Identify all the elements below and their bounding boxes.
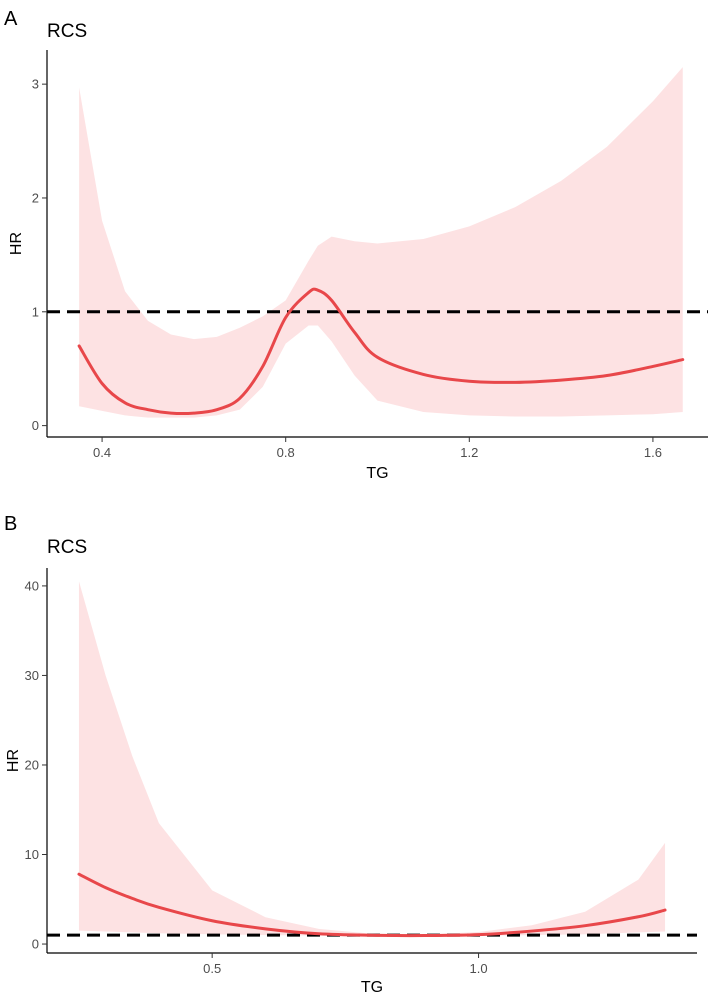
y-axis-title: HR — [8, 232, 25, 255]
y-tick-label: 3 — [32, 77, 39, 92]
confidence-band — [78, 581, 666, 936]
y-tick-label: 0 — [32, 937, 39, 952]
chart-title: RCS — [47, 21, 87, 42]
x-axis-title: TG — [366, 465, 388, 482]
hr-line — [77, 287, 685, 416]
y-tick-label: 0 — [32, 418, 39, 433]
y-tick-label: 2 — [32, 190, 39, 205]
x-tick-label: 0.5 — [203, 961, 221, 976]
y-tick-label: 30 — [25, 668, 39, 683]
y-axis-title: HR — [5, 749, 22, 772]
x-axis-title: TG — [361, 979, 383, 994]
x-tick-label: 0.8 — [277, 445, 295, 460]
chart-title: RCS — [47, 537, 87, 558]
y-tick-label: 40 — [25, 578, 39, 593]
x-tick-label: 1.6 — [644, 445, 662, 460]
y-tick-label: 10 — [25, 847, 39, 862]
panel-letter: A — [4, 8, 18, 30]
x-tick-label: 0.4 — [93, 445, 111, 460]
panel-letter: B — [4, 513, 17, 535]
y-tick-label: 20 — [25, 757, 39, 772]
x-tick-label: 1.0 — [470, 961, 488, 976]
hr-line — [77, 872, 667, 938]
x-tick-label: 1.2 — [460, 445, 478, 460]
y-tick-label: 1 — [32, 304, 39, 319]
confidence-band — [79, 67, 683, 418]
